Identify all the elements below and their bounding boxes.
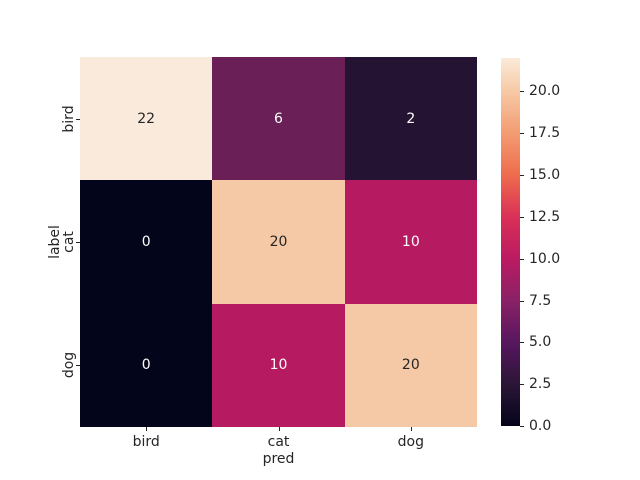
colorbar-tick-mark (520, 342, 524, 344)
cell-annotation: 2 (406, 110, 416, 127)
heatmap-cell-cat-dog: 10 (344, 180, 477, 304)
y-tick-mark (76, 242, 80, 243)
x-tick-mark (146, 427, 148, 431)
cell-annotation: 0 (141, 357, 151, 374)
x-tick-label-bird: bird (132, 434, 160, 450)
x-tick-label-cat: cat (267, 434, 290, 450)
heatmap-cell-bird-bird: 22 (80, 57, 213, 181)
colorbar-tick-label: 20.0 (529, 83, 561, 100)
y-tick-label-dog: dog (61, 352, 77, 379)
colorbar-tick-label: 12.5 (529, 208, 561, 225)
x-tick-mark (278, 427, 280, 431)
colorbar-tick-label: 10.0 (529, 250, 561, 267)
colorbar-tick-label: 7.5 (529, 292, 552, 309)
colorbar-tick-mark (520, 258, 524, 260)
y-tick-label-bird: bird (61, 105, 77, 133)
heatmap-cell-bird-dog: 2 (344, 57, 477, 181)
colorbar-tick-label: 2.5 (529, 376, 552, 393)
cell-annotation: 6 (274, 110, 283, 127)
cell-annotation: 10 (269, 357, 288, 374)
x-axis-label: pred (262, 451, 295, 467)
heatmap-cell-dog-bird: 0 (80, 303, 213, 427)
y-tick-mark (76, 118, 80, 120)
y-tick-label-cat: cat (61, 231, 77, 253)
colorbar-tick-label: 0.0 (529, 418, 552, 434)
colorbar-tick-mark (520, 384, 524, 386)
heatmap-cell-bird-cat: 6 (212, 57, 345, 181)
cell-annotation: 0 (141, 233, 151, 250)
heatmap-cell-cat-bird: 0 (80, 180, 213, 304)
heatmap-cell-dog-cat: 10 (212, 303, 345, 427)
colorbar-tick-mark (520, 300, 524, 302)
y-axis-label: label (47, 225, 63, 259)
colorbar (501, 58, 520, 426)
colorbar-tick-mark (520, 133, 524, 135)
colorbar-tick-mark (520, 175, 524, 177)
colorbar-tick-label: 17.5 (529, 125, 561, 142)
cell-annotation: 20 (269, 233, 288, 250)
cell-annotation: 10 (401, 233, 420, 250)
heatmap-cell-dog-dog: 20 (344, 303, 477, 427)
x-tick-mark (410, 427, 412, 431)
x-tick-label-dog: dog (397, 434, 424, 450)
colorbar-tick-label: 5.0 (529, 334, 552, 351)
colorbar-tick-mark (520, 426, 524, 427)
y-tick-mark (76, 365, 80, 367)
colorbar-tick-mark (520, 216, 524, 218)
cell-annotation: 20 (401, 357, 420, 374)
colorbar-tick-label: 15.0 (529, 167, 561, 184)
heatmap-cell-cat-cat: 20 (212, 180, 345, 304)
cell-annotation: 22 (137, 110, 156, 127)
colorbar-tick-mark (520, 91, 524, 93)
